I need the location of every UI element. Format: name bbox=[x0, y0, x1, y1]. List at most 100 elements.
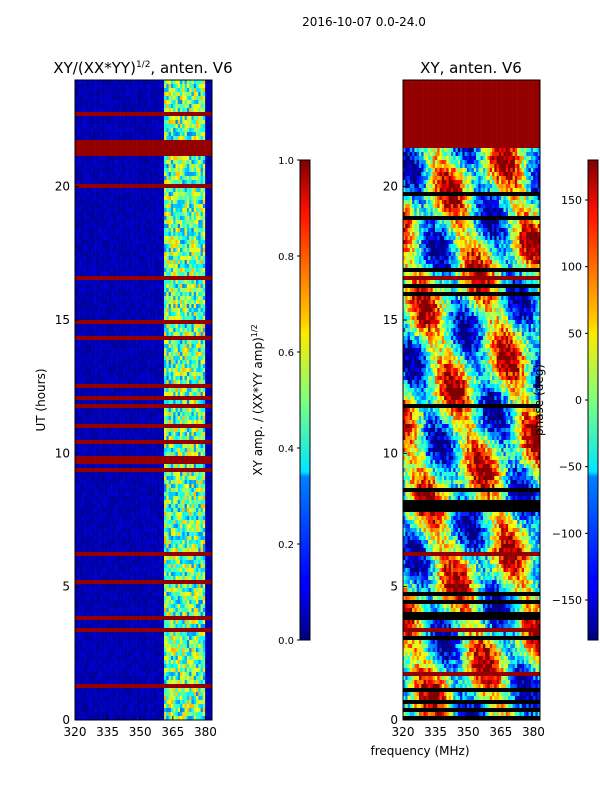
left-heatmap-cell bbox=[152, 136, 156, 141]
left-heatmap-cell bbox=[136, 260, 140, 265]
left-heatmap-cell bbox=[143, 164, 147, 169]
left-heatmap-cell bbox=[118, 316, 121, 321]
left-heatmap-cell bbox=[81, 192, 85, 197]
left-heatmap-cell bbox=[209, 296, 212, 301]
left-heatmap-cell bbox=[164, 192, 167, 197]
left-heatmap-cell bbox=[90, 344, 94, 349]
left-heatmap-cell bbox=[77, 100, 80, 105]
left-heatmap-cell bbox=[81, 104, 85, 109]
left-heatmap-cell bbox=[193, 236, 197, 241]
left-heatmap-cell bbox=[75, 288, 78, 293]
left-heatmap-cell bbox=[180, 196, 183, 201]
left-heatmap-cell bbox=[97, 300, 101, 305]
left-heatmap-cell bbox=[102, 308, 105, 313]
left-heatmap-cell bbox=[81, 160, 85, 165]
left-heatmap-cell bbox=[111, 88, 115, 93]
left-heatmap-cell bbox=[97, 232, 101, 237]
left-heatmap-cell bbox=[175, 312, 179, 317]
left-heatmap-cell bbox=[79, 104, 83, 109]
left-heatmap-cell bbox=[209, 324, 212, 329]
left-heatmap-cell bbox=[132, 172, 135, 177]
left-heatmap-cell bbox=[95, 224, 99, 229]
left-heatmap-cell bbox=[164, 284, 167, 289]
left-heatmap-cell bbox=[90, 316, 94, 321]
left-heatmap-cell bbox=[177, 380, 181, 385]
left-heatmap-cell bbox=[116, 380, 119, 385]
left-heatmap-cell bbox=[138, 252, 142, 257]
left-heatmap-cell bbox=[189, 172, 192, 177]
left-heatmap-cell bbox=[150, 136, 153, 141]
left-heatmap-cell bbox=[106, 380, 110, 385]
left-heatmap-cell bbox=[168, 84, 172, 89]
left-heatmap-cell bbox=[205, 380, 208, 385]
left-heatmap-cell bbox=[186, 248, 190, 253]
left-heatmap-cell bbox=[81, 280, 85, 285]
left-heatmap-cell bbox=[145, 112, 149, 117]
left-heatmap-cell bbox=[205, 164, 208, 169]
left-heatmap-cell bbox=[175, 324, 179, 329]
left-heatmap-cell bbox=[132, 80, 135, 85]
left-heatmap-cell bbox=[180, 132, 183, 137]
left-heatmap-cell bbox=[205, 280, 208, 285]
left-heatmap-cell bbox=[84, 104, 87, 109]
left-heatmap-cell bbox=[132, 104, 135, 109]
left-heatmap-cell bbox=[113, 308, 117, 313]
left-heatmap-cell bbox=[184, 324, 188, 329]
left-heatmap-cell bbox=[134, 280, 137, 285]
left-heatmap-cell bbox=[198, 148, 201, 153]
left-heatmap-cell bbox=[84, 152, 87, 157]
left-heatmap-cell bbox=[104, 104, 108, 109]
left-heatmap-cell bbox=[184, 236, 188, 241]
left-heatmap-cell bbox=[202, 140, 206, 145]
left-heatmap-cell bbox=[125, 156, 128, 161]
left-heatmap-cell bbox=[182, 344, 185, 349]
left-heatmap-cell bbox=[77, 324, 80, 329]
left-heatmap-cell bbox=[154, 168, 158, 173]
left-heatmap-cell bbox=[164, 336, 167, 341]
left-heatmap-cell bbox=[193, 360, 197, 365]
left-heatmap-cell bbox=[106, 316, 110, 321]
left-heatmap-cell bbox=[106, 192, 110, 197]
left-heatmap-cell bbox=[180, 260, 183, 265]
left-heatmap-cell bbox=[77, 116, 80, 121]
left-heatmap-cell bbox=[90, 148, 94, 153]
left-heatmap-cell bbox=[191, 296, 195, 301]
left-heatmap-cell bbox=[102, 412, 105, 417]
left-heatmap-cell bbox=[191, 320, 195, 325]
left-heatmap-cell bbox=[205, 148, 208, 153]
left-heatmap-cell bbox=[209, 160, 212, 165]
left-heatmap-cell bbox=[104, 376, 108, 381]
left-heatmap-cell bbox=[109, 264, 112, 269]
left-heatmap-cell bbox=[77, 232, 80, 237]
left-heatmap-cell bbox=[186, 388, 190, 393]
left-heatmap-cell bbox=[116, 164, 119, 169]
left-heatmap-cell bbox=[205, 116, 208, 121]
left-heatmap-cell bbox=[86, 360, 89, 365]
left-heatmap-cell bbox=[154, 148, 158, 153]
left-heatmap-cell bbox=[145, 136, 149, 141]
left-heatmap-cell bbox=[125, 96, 128, 101]
left-heatmap-cell bbox=[157, 264, 160, 269]
left-heatmap-cell bbox=[88, 272, 92, 277]
left-heatmap-cell bbox=[125, 196, 128, 201]
left-heatmap-cell bbox=[84, 140, 87, 145]
left-heatmap-cell bbox=[143, 116, 147, 121]
left-heatmap-cell bbox=[136, 304, 140, 309]
left-heatmap-cell bbox=[198, 196, 201, 201]
left-heatmap-cell bbox=[164, 180, 167, 185]
left-heatmap-cell bbox=[200, 172, 204, 177]
left-heatmap-cell bbox=[202, 264, 206, 269]
left-heatmap-cell bbox=[132, 136, 135, 141]
left-heatmap-cell bbox=[175, 208, 179, 213]
left-heatmap-cell bbox=[120, 280, 124, 285]
left-heatmap-cell bbox=[86, 196, 89, 201]
left-heatmap-cell bbox=[205, 160, 208, 165]
left-heatmap-cell bbox=[148, 204, 151, 209]
left-heatmap-cell bbox=[93, 156, 96, 161]
left-heatmap-cell bbox=[118, 252, 121, 257]
left-heatmap-cell bbox=[186, 364, 190, 369]
left-heatmap-cell bbox=[191, 192, 195, 197]
left-panel-title: XY/(XX*YY)1/2, anten. V6 bbox=[53, 59, 232, 77]
left-heatmap-cell bbox=[134, 328, 137, 333]
left-heatmap-cell bbox=[157, 220, 160, 225]
